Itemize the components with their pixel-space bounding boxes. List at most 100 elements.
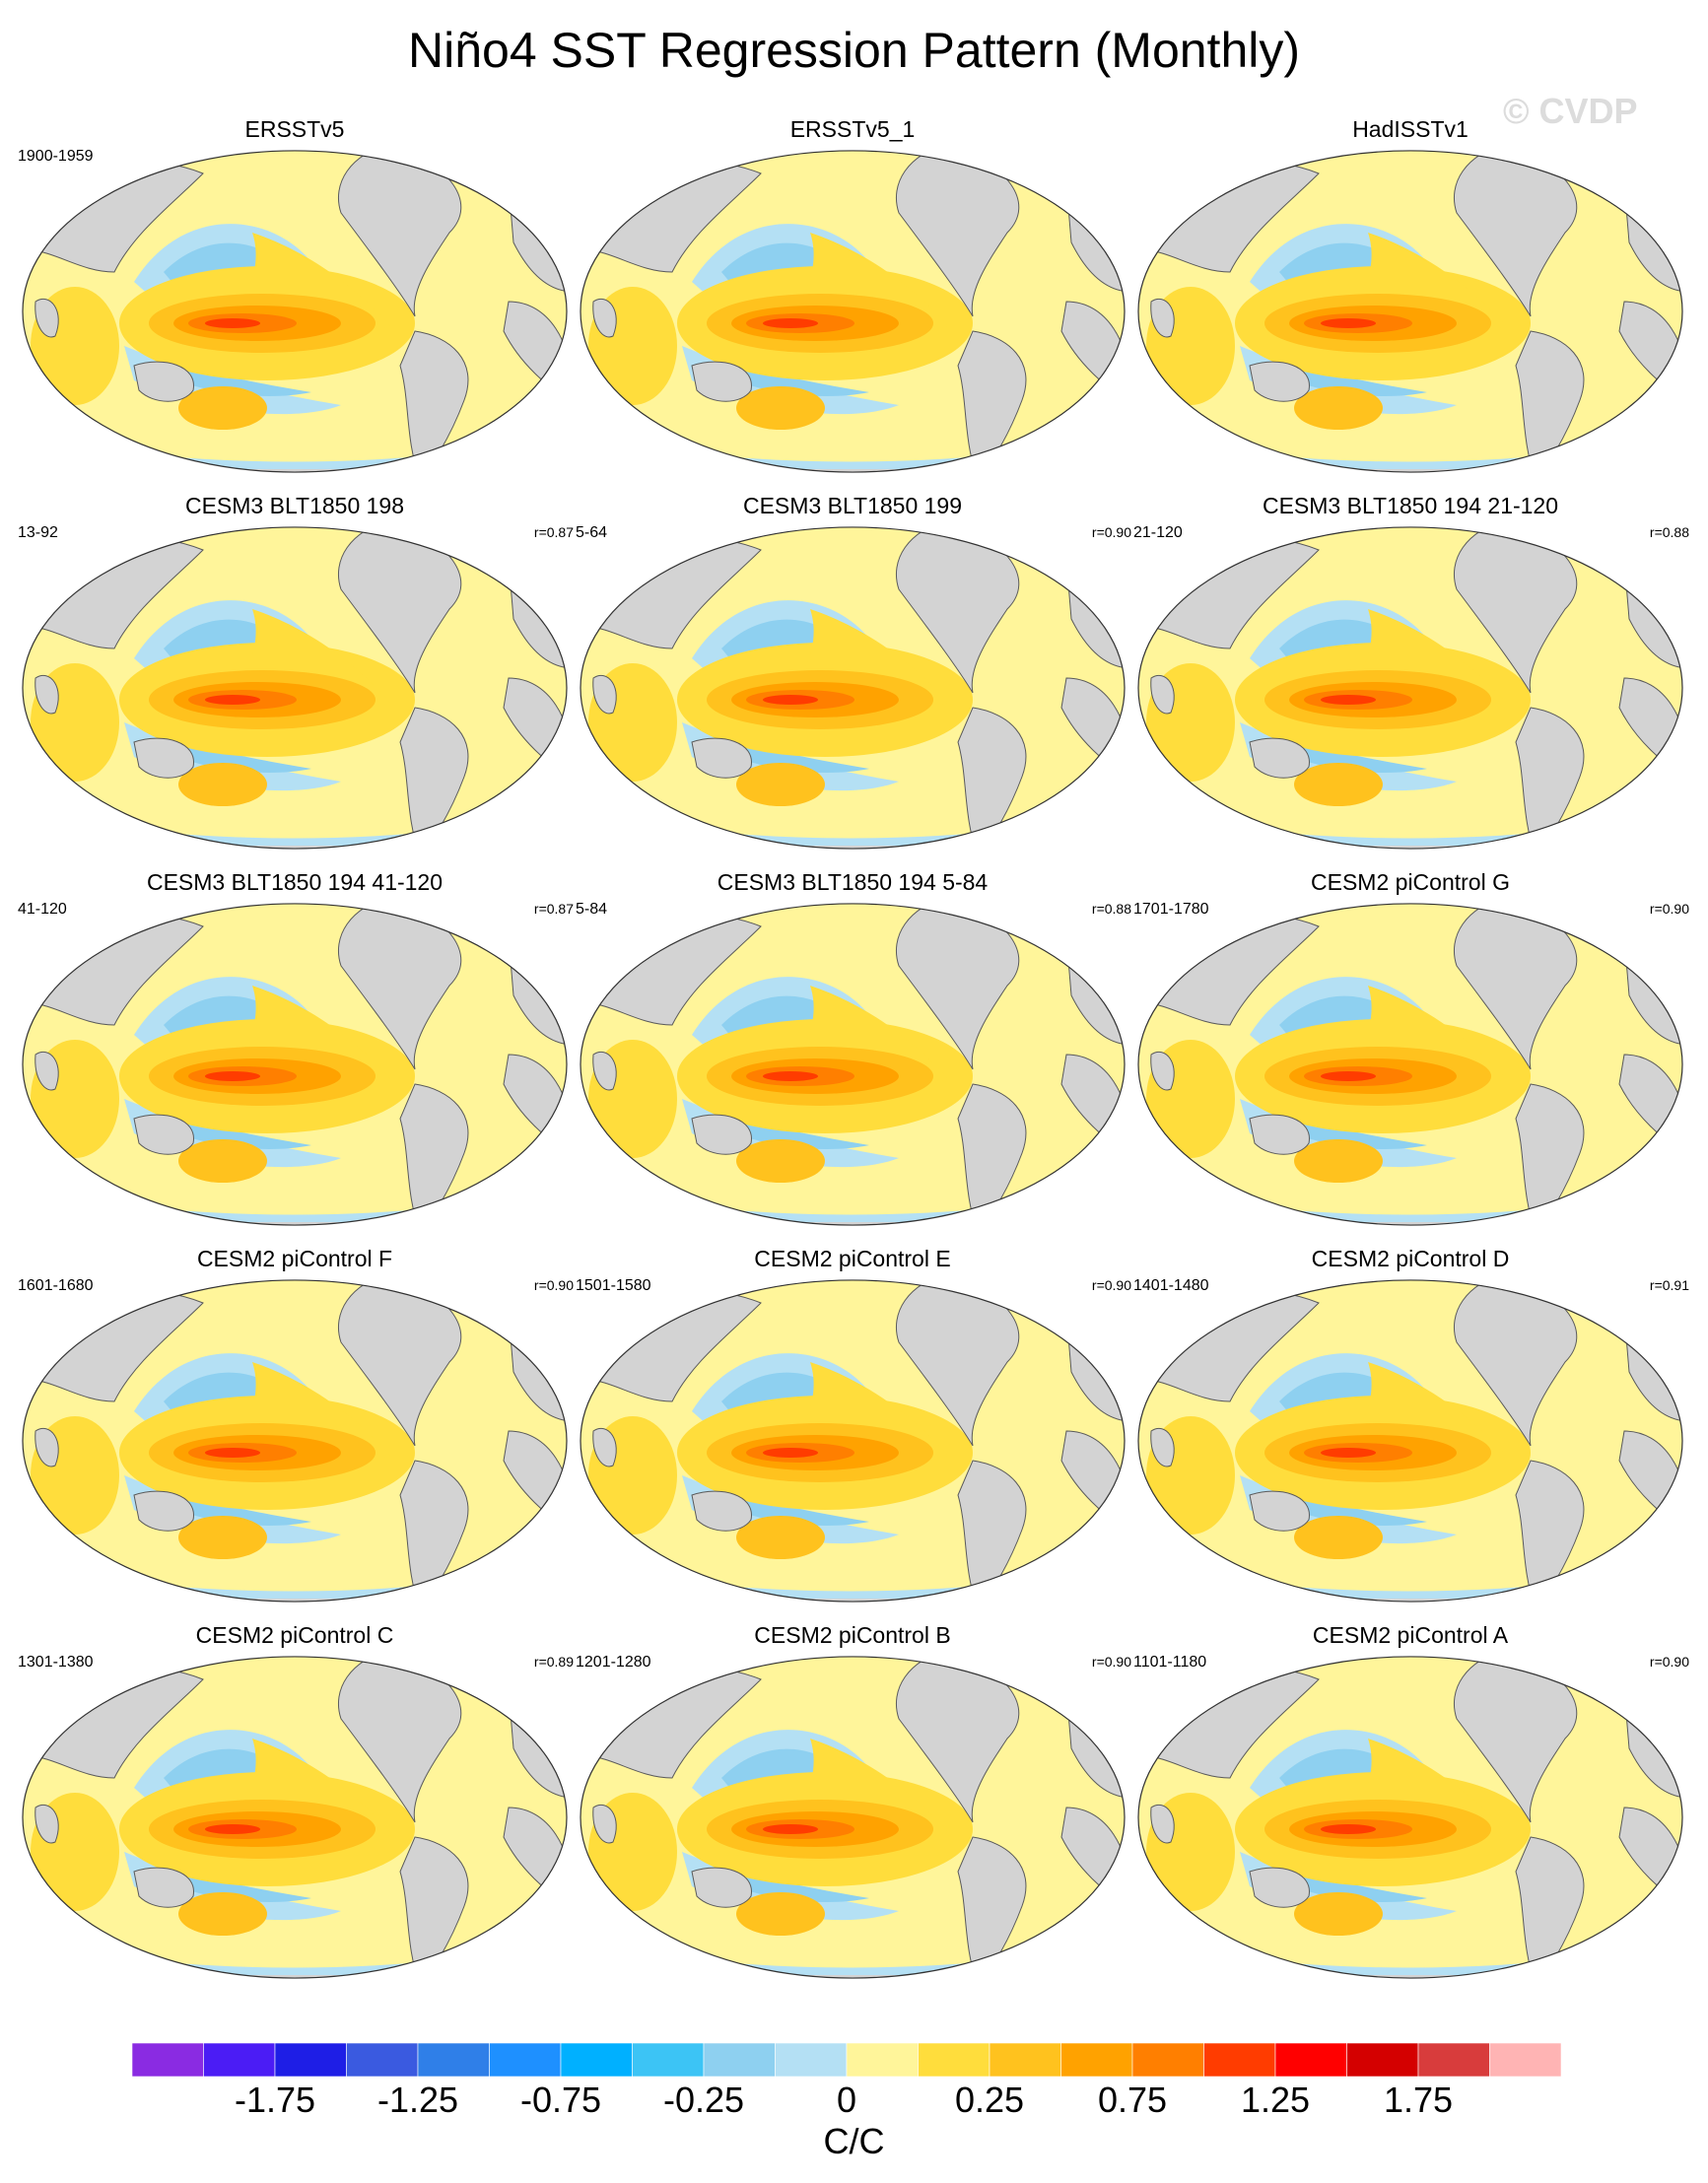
sst-regression-map [580, 150, 1126, 473]
panel-title: CESM3 BLT1850 194 41-120 [146, 869, 444, 895]
warm-anomaly-peak [763, 695, 818, 705]
map-panel: CESM2 piControl E 1501-1580 r=0.90 [574, 1246, 1131, 1612]
colorbar-tick-label: 0.25 [955, 2080, 1024, 2120]
sst-regression-map [1137, 150, 1683, 473]
warm-anomaly-peak [205, 318, 260, 328]
map-border [580, 526, 1126, 850]
australia-land [691, 1490, 752, 1532]
colorbar-swatch [346, 2042, 419, 2078]
panel-period: 1301-1380 [18, 1654, 94, 1671]
colorbar-swatch [417, 2042, 490, 2078]
map-panel: CESM2 piControl G 1701-1780 r=0.90 [1131, 869, 1689, 1236]
panel-correlation: r=0.90 [1091, 1654, 1131, 1670]
south-pacific-warm [178, 1516, 267, 1559]
south-pacific-warm [1294, 763, 1383, 806]
india-land [1150, 1052, 1175, 1091]
map-border [22, 150, 568, 473]
australia-land [133, 1867, 194, 1908]
north-america-land [895, 1279, 1020, 1447]
panel-correlation: r=0.87 [533, 524, 574, 540]
india-land [34, 1052, 59, 1091]
north-america-land [337, 526, 462, 694]
colorbar-tick-label: -0.25 [663, 2080, 744, 2120]
panel-period: 21-120 [1133, 524, 1183, 541]
south-pacific-warm [736, 763, 825, 806]
colorbar-tick-label: 1.75 [1384, 2080, 1453, 2120]
map-border [580, 150, 1126, 473]
sst-regression-map [22, 150, 568, 473]
panel-correlation: r=0.90 [1649, 1654, 1689, 1670]
panel-period: 1601-1680 [18, 1277, 94, 1294]
australia-land [691, 361, 752, 402]
map-border [22, 1279, 568, 1603]
colorbar-swatch [489, 2042, 562, 2078]
south-pacific-cool-core [1269, 356, 1427, 396]
south-pacific-cool-core [154, 1485, 311, 1526]
map-panel: CESM2 piControl A 1101-1180 r=0.90 [1131, 1622, 1689, 1989]
warm-anomaly-peak [205, 1824, 260, 1834]
panel-title: CESM3 BLT1850 194 21-120 [1262, 493, 1559, 518]
map-panel: CESM3 BLT1850 194 5-84 5-84 r=0.88 [574, 869, 1131, 1236]
warm-anomaly-peak [1321, 1448, 1376, 1458]
south-pacific-warm [736, 1892, 825, 1936]
south-pacific-warm [1294, 1516, 1383, 1559]
warm-anomaly-peak [763, 1448, 818, 1458]
australia-land [691, 1867, 752, 1908]
watermark: © CVDP [1503, 91, 1638, 131]
south-pacific-warm [178, 386, 267, 430]
map-border [1137, 526, 1683, 850]
sst-regression-map [1137, 526, 1683, 850]
colorbar-swatch [560, 2042, 633, 2078]
north-america-land [895, 903, 1020, 1070]
north-america-land [337, 903, 462, 1070]
south-pacific-cool-core [154, 1862, 311, 1902]
antarctica-land [1137, 469, 1682, 473]
colorbar-swatch [1203, 2042, 1276, 2078]
india-land [34, 675, 59, 715]
map-panel: CESM3 BLT1850 194 21-120 21-120 r=0.88 [1131, 493, 1689, 859]
panel-correlation: r=0.87 [533, 901, 574, 917]
panel-title: CESM2 piControl G [1311, 869, 1510, 895]
antarctica-land [580, 1222, 1125, 1226]
colorbar-swatch [775, 2042, 848, 2078]
panel-title: HadISSTv1 [1352, 116, 1469, 142]
colorbar-swatch [846, 2042, 919, 2078]
map-panel: CESM3 BLT1850 194 41-120 41-120 r=0.87 [16, 869, 574, 1236]
panel-period: 1900-1959 [18, 148, 94, 165]
india-land [592, 1805, 617, 1844]
panel-title: CESM2 piControl C [195, 1622, 394, 1648]
map-panel: ERSSTv5_1 [574, 116, 1131, 483]
panel-title: CESM2 piControl F [196, 1246, 393, 1271]
panel-period: 1401-1480 [1133, 1277, 1209, 1294]
south-pacific-cool-core [1269, 1109, 1427, 1149]
colorbar-swatch [131, 2042, 204, 2078]
panel-period: 41-120 [18, 901, 67, 918]
south-pacific-warm [178, 1139, 267, 1183]
sst-regression-map [580, 1656, 1126, 1979]
colorbar-swatch [918, 2042, 991, 2078]
map-panel: CESM3 BLT1850 199 5-64 r=0.90 [574, 493, 1131, 859]
colorbar-swatch [632, 2042, 705, 2078]
panel-correlation: r=0.90 [1091, 1277, 1131, 1293]
panel-period: 1701-1780 [1133, 901, 1209, 918]
sst-regression-map [22, 1279, 568, 1603]
india-land [1150, 299, 1175, 338]
antarctica-land [580, 1975, 1125, 1979]
colorbar-swatch [989, 2042, 1061, 2078]
australia-land [691, 1114, 752, 1155]
warm-anomaly-peak [1321, 1824, 1376, 1834]
south-pacific-warm [178, 763, 267, 806]
sst-regression-map [22, 1656, 568, 1979]
map-panel: HadISSTv1 [1131, 116, 1689, 483]
panel-period: 5-64 [576, 524, 608, 541]
antarctica-land [22, 469, 567, 473]
south-pacific-cool-core [712, 1485, 869, 1526]
antarctica-land [22, 1222, 567, 1226]
warm-anomaly-peak [763, 1824, 818, 1834]
panel-period: 13-92 [18, 524, 58, 541]
colorbar-tick-label: 1.25 [1241, 2080, 1310, 2120]
north-america-land [1453, 150, 1578, 317]
south-pacific-cool-core [154, 732, 311, 773]
sst-regression-map [1137, 1279, 1683, 1603]
warm-anomaly-peak [1321, 1071, 1376, 1081]
